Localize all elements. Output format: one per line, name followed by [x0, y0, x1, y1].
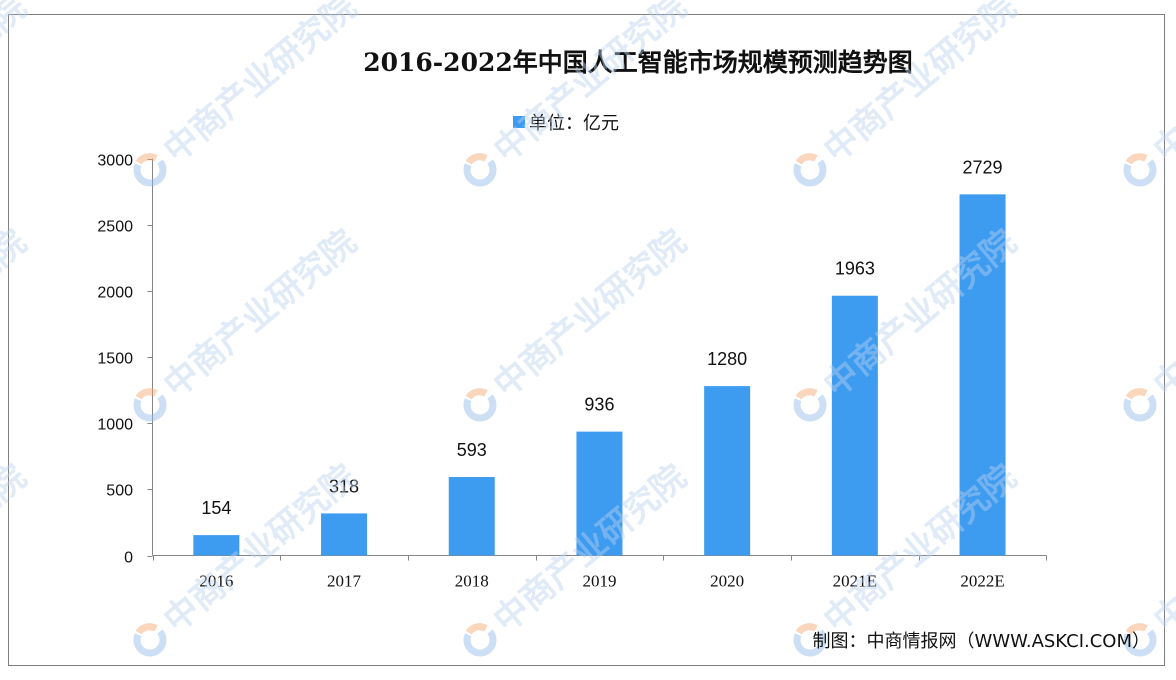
data-label: 1963: [835, 259, 875, 279]
y-tick-label: 2500: [97, 219, 133, 236]
bar: [704, 386, 751, 556]
data-label: 154: [201, 498, 231, 518]
watermark-logo-icon: [133, 153, 167, 187]
watermark-logo-icon: [1123, 623, 1157, 657]
axes: 0 500 1000 1500 2000 2500 3000 2016 2017 2018 2019…: [97, 153, 1047, 591]
watermark-logo-accent-icon: [1125, 623, 1148, 635]
data-label: 1280: [707, 349, 747, 369]
watermark-logo-icon: [1123, 153, 1157, 187]
bar: [193, 535, 240, 556]
watermark-logo-accent-icon: [795, 388, 818, 400]
watermark-logo-accent-icon: [795, 153, 818, 165]
bar: [576, 431, 623, 556]
watermark-logo-accent-icon: [135, 388, 158, 400]
y-tick-label: 0: [124, 550, 133, 567]
chart-title: 2016-2022年中国人工智能市场规模预测趋势图: [363, 48, 913, 77]
source-credit: 制图：中商情报网（WWW.ASKCI.COM）: [813, 631, 1150, 652]
watermark-logo-accent-icon: [1125, 153, 1148, 165]
watermark-logo-accent-icon: [1125, 388, 1148, 400]
legend-label: 单位：亿元: [529, 113, 619, 134]
legend: 单位：亿元: [513, 113, 619, 134]
watermark-logo-accent-icon: [795, 623, 818, 635]
legend-swatch: [513, 116, 525, 128]
x-tick-label: 2016: [199, 572, 233, 591]
y-tick-label: 1500: [97, 351, 133, 368]
bar: [448, 477, 495, 556]
x-tick-label: 2018: [455, 572, 489, 591]
data-labels: 154 318 593 936 1280 1963 2729: [201, 157, 1002, 518]
bar: [321, 513, 368, 556]
watermark-logo-accent-icon: [135, 153, 158, 165]
x-tick-label: 2021E: [833, 572, 877, 591]
watermark-logo-accent-icon: [465, 623, 488, 635]
data-label: 936: [584, 395, 614, 415]
bar: [959, 194, 1006, 556]
bar: [831, 295, 878, 556]
data-label: 593: [457, 440, 487, 460]
y-tick-label: 3000: [97, 153, 133, 170]
watermark-logo-icon: [133, 388, 167, 422]
y-tick-label: 1000: [97, 417, 133, 434]
data-label: 2729: [963, 157, 1003, 177]
y-tick-label: 500: [106, 483, 133, 500]
watermark-logo-icon: [1123, 388, 1157, 422]
x-tick-label: 2019: [582, 572, 616, 591]
x-tick-label: 2020: [710, 572, 744, 591]
watermark-logo-accent-icon: [465, 153, 488, 165]
data-label: 318: [329, 476, 359, 496]
watermark-logo-accent-icon: [135, 623, 158, 635]
watermark-logo-icon: [463, 388, 497, 422]
x-tick-label: 2017: [327, 572, 362, 591]
y-tick-label: 2000: [97, 285, 133, 302]
bar-series: [193, 194, 1006, 556]
watermark-logo-icon: [463, 153, 497, 187]
x-tick-label: 2022E: [960, 572, 1004, 591]
watermark-logo-accent-icon: [465, 388, 488, 400]
